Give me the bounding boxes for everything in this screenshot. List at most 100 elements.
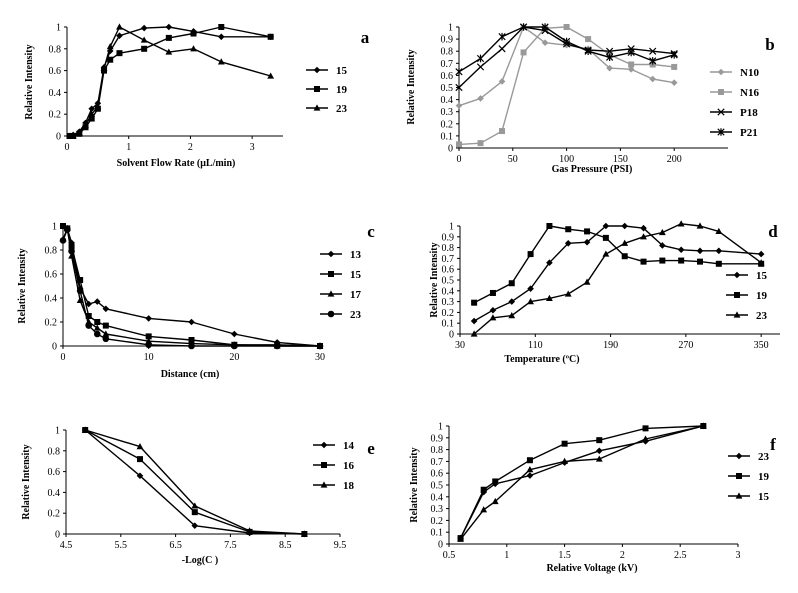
y-tick-label-f: 0.1 xyxy=(431,528,444,539)
y-tick-label-d: 0.3 xyxy=(442,297,455,308)
data-point-c-23 xyxy=(102,335,110,343)
data-point-a-19 xyxy=(165,34,172,41)
legend-marker-e-16 xyxy=(321,462,327,468)
series-line-e-18 xyxy=(84,429,305,535)
data-point-c-23 xyxy=(231,342,238,350)
x-tick-label-f: 0.5 xyxy=(443,550,456,561)
series-line-f-15 xyxy=(460,425,704,540)
x-tick-label-f: 1 xyxy=(504,550,509,561)
data-point-f-19 xyxy=(561,440,568,447)
panel-letter-b: b xyxy=(765,35,774,54)
data-point-f-15 xyxy=(457,535,464,542)
data-point-d-23 xyxy=(508,312,516,319)
x-tick-label-f: 2 xyxy=(620,550,625,561)
data-point-b-N10 xyxy=(627,66,635,73)
legend-marker-c-23 xyxy=(327,310,335,318)
y-tick-label-d: 1 xyxy=(449,222,454,233)
data-point-b-P21 xyxy=(541,23,549,31)
data-point-c-15 xyxy=(85,313,92,319)
x-tick-label-c: 0 xyxy=(61,352,66,363)
data-point-d-15 xyxy=(583,238,591,246)
legend-marker-c-17 xyxy=(327,290,335,297)
y-tick-label-e: 0.6 xyxy=(48,467,61,478)
x-axis-label-d: Temperature (ºC) xyxy=(504,354,579,365)
data-point-a-19 xyxy=(141,45,148,52)
legend-label-e: 16 xyxy=(343,460,355,472)
data-point-c-23 xyxy=(59,237,67,244)
y-tick-label-d: 0 xyxy=(449,330,454,341)
y-tick-label-f: 0.4 xyxy=(431,492,444,503)
data-point-a-23 xyxy=(217,58,225,65)
data-point-c-23 xyxy=(63,226,71,233)
x-tick-label-c: 10 xyxy=(144,352,154,363)
y-axis-label-e: Relative Intensity xyxy=(21,444,32,519)
x-axis-label-c: Distance (cm) xyxy=(161,369,220,380)
x-tick-label-b: 100 xyxy=(559,154,574,165)
legend-label-c: 13 xyxy=(350,249,362,261)
series-line-a-23 xyxy=(70,26,271,137)
y-tick-label-c: 0.8 xyxy=(45,246,58,257)
series-line-c-17 xyxy=(62,227,320,347)
data-point-b-N16 xyxy=(456,141,462,148)
data-point-d-23 xyxy=(470,330,478,337)
data-point-c-13 xyxy=(102,305,110,313)
data-point-b-P21 xyxy=(455,67,463,76)
data-point-b-P21 xyxy=(498,32,506,41)
y-tick-label-d: 0.4 xyxy=(442,286,455,297)
data-point-c-13 xyxy=(68,239,75,247)
data-point-d-23 xyxy=(677,220,685,227)
y-tick-label-d: 0.1 xyxy=(442,319,455,330)
data-point-a-19 xyxy=(107,56,114,63)
x-tick-label-d: 110 xyxy=(528,340,543,351)
y-tick-label-b: 0 xyxy=(448,144,453,155)
y-tick-label-e: 0.2 xyxy=(48,509,61,520)
legend-label-a: 23 xyxy=(336,103,348,115)
y-tick-label-e: 0.8 xyxy=(48,446,61,457)
data-point-f-23 xyxy=(526,472,534,479)
x-axis-label-e: -Log(C ) xyxy=(182,555,218,566)
data-point-e-18 xyxy=(81,426,89,433)
data-point-d-19 xyxy=(659,257,666,264)
data-point-b-P21 xyxy=(670,51,678,59)
series-line-d-15 xyxy=(473,225,762,322)
y-axis-label-b: Relative Intensity xyxy=(406,49,417,124)
series-line-e-16 xyxy=(84,429,305,535)
data-point-a-23 xyxy=(140,36,148,43)
data-point-b-N10 xyxy=(455,102,463,109)
y-tick-label-b: 0.3 xyxy=(441,107,454,118)
data-point-c-23 xyxy=(76,287,84,295)
y-tick-label-b: 0.9 xyxy=(441,35,454,46)
data-point-a-19 xyxy=(116,50,123,57)
legend-label-a: 19 xyxy=(336,84,348,96)
data-point-a-15 xyxy=(88,105,95,113)
x-tick-label-b: 50 xyxy=(508,154,518,165)
legend-label-b: P18 xyxy=(740,107,758,119)
data-point-b-N10 xyxy=(498,78,506,85)
x-tick-label-a: 2 xyxy=(188,142,193,153)
data-point-a-15 xyxy=(140,24,148,32)
data-point-f-15 xyxy=(642,435,649,442)
series-line-a-19 xyxy=(70,26,271,137)
legend-marker-b-P21 xyxy=(717,128,725,136)
legend-label-d: 23 xyxy=(756,310,768,322)
y-tick-label-d: 0.5 xyxy=(442,276,455,287)
y-tick-label-b: 0.4 xyxy=(441,95,454,106)
data-point-f-23 xyxy=(595,447,603,455)
legend-label-d: 19 xyxy=(756,290,768,302)
legend-marker-e-18 xyxy=(320,481,328,488)
y-tick-label-a: 0.2 xyxy=(49,110,62,121)
legend-label-e: 18 xyxy=(343,480,355,492)
data-point-c-13 xyxy=(85,300,92,308)
data-point-a-23 xyxy=(75,129,83,136)
data-point-c-23 xyxy=(188,342,195,350)
y-axis-label-f: Relative Intensity xyxy=(409,447,420,522)
data-point-d-15 xyxy=(640,224,647,232)
legend-marker-a-15 xyxy=(313,66,321,74)
y-tick-label-c: 0.6 xyxy=(45,270,58,281)
data-point-b-P18 xyxy=(476,63,485,71)
data-point-b-N10 xyxy=(606,64,613,72)
series-line-c-13 xyxy=(62,225,321,347)
data-point-f-15 xyxy=(699,422,707,429)
data-point-d-15 xyxy=(757,250,765,258)
data-point-d-23 xyxy=(546,294,553,301)
